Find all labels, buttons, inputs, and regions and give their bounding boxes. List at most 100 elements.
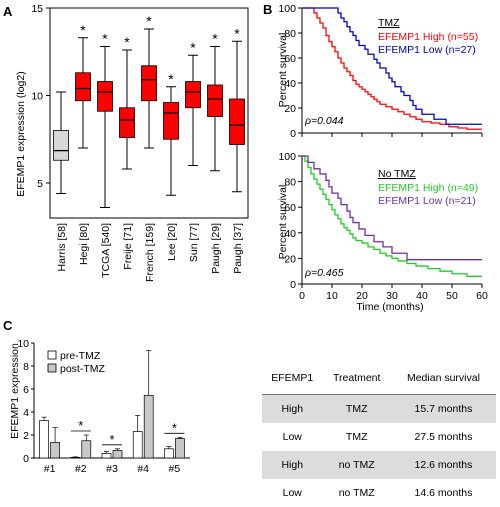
km-notmz-y-tick-label: 60: [284, 202, 296, 214]
km-notmz-chart: 0 20 40 60 80 100 0 10 20 30 40 50 60: [278, 151, 488, 302]
table-cell-treatment: TMZ: [322, 394, 391, 423]
km-tmz-y-tick-label: 60: [284, 53, 296, 65]
bar-y-axis-label: EFEMP1 expression: [9, 343, 21, 439]
table-header-row: EFEMP1 Treatment Median survival: [262, 362, 496, 395]
boxplot-category-label: Hegi [80]: [78, 223, 90, 265]
boxplot-category-label: Freije [71]: [122, 223, 134, 270]
boxplot-box: [97, 81, 113, 112]
boxplot-significance-star: *: [168, 71, 174, 87]
bar-pre-tmz: [70, 457, 81, 459]
bar-legend-post-label: post-TMZ: [60, 363, 106, 375]
boxplot-y-tick-label: 10: [31, 91, 43, 103]
boxplot-y-tick-label: 5: [37, 178, 43, 190]
km-tmz-title: TMZ: [378, 17, 400, 29]
km-tmz-y-tick-label: 20: [284, 103, 296, 115]
table-row: Low TMZ 27.5 months: [262, 423, 496, 451]
bar-y-tick-label: 0: [23, 453, 29, 465]
boxplot-significance-star: *: [80, 22, 86, 38]
km-tmz-chart: 0 20 40 60 80 100: [278, 3, 483, 140]
km-tmz-legend-high: EFEMP1 High (n=55): [378, 31, 478, 43]
table-cell-efemp1: Low: [282, 487, 302, 499]
bar-y-tick-label: 2: [23, 430, 29, 442]
panel-label-b: B: [263, 2, 272, 17]
table-cell-median: 15.7 months: [390, 394, 496, 423]
bar-category-label: #1: [44, 463, 56, 474]
boxplot-box: [53, 130, 69, 161]
boxplot-box: [119, 107, 135, 138]
bar-category-label: #3: [106, 463, 118, 474]
boxplot-category-label: Harris [58]: [56, 223, 68, 272]
km-notmz-pvalue: ρ=0.465: [304, 267, 344, 279]
figure-canvas: A B C 5 10 15 Harris [58] * Hegi [80] * TCGA [5…: [3, 2, 488, 474]
boxplot-box: [141, 65, 157, 102]
km-notmz-x-tick-label: 10: [326, 290, 338, 302]
bar-post-tmz: [112, 450, 123, 459]
km-notmz-x-tick-label: 20: [356, 290, 368, 302]
boxplot-significance-star: *: [212, 31, 218, 47]
bar-pre-tmz: [164, 448, 174, 459]
median-survival-table: EFEMP1 Treatment Median survival High TM…: [262, 362, 496, 507]
table-cell-treatment: no TMZ: [338, 487, 375, 499]
bar-y-tick-label: 10: [17, 338, 29, 350]
boxplot-box: [229, 98, 245, 145]
table-cell-treatment: TMZ: [345, 431, 368, 443]
bar-post-tmz: [143, 394, 154, 459]
boxplot-box: [207, 84, 223, 117]
boxplot-significance-star: *: [124, 34, 130, 50]
km-notmz-y-tick-label: 40: [284, 228, 296, 240]
km-tmz-y-tick-label: 100: [278, 3, 296, 15]
boxplot-significance-star: *: [234, 25, 240, 41]
km-tmz-y-tick-label: 0: [290, 128, 296, 140]
km-notmz-x-tick-label: 30: [386, 290, 398, 302]
boxplot-significance-star: *: [146, 13, 152, 29]
bar-significance-star: *: [78, 418, 83, 433]
bar-category-label: #4: [137, 463, 149, 474]
boxplot-category-label: Lee [20]: [166, 223, 178, 261]
boxplot-category-label: French [159]: [144, 223, 156, 282]
boxplot-box: [75, 72, 91, 102]
bar-post-tmz: [50, 442, 60, 459]
boxplot-category-label: Paugh [37]: [232, 223, 244, 274]
boxplot-category-label: TCGA [540]: [100, 223, 112, 278]
km-notmz-x-tick-label: 40: [416, 290, 428, 302]
bar-y-tick-label: 8: [23, 361, 29, 373]
table-cell-treatment: no TMZ: [322, 451, 391, 479]
km-notmz-x-tick-label: 0: [299, 290, 305, 302]
bar-category-label: #2: [75, 463, 87, 474]
table-header-efemp1: EFEMP1: [262, 362, 323, 395]
table-header-median: Median survival: [390, 362, 496, 395]
boxplot-chart: 5 10 15 Harris [58] * Hegi [80] * TCGA [540] * Fr…: [31, 3, 249, 282]
bar-y-tick-label: 6: [23, 384, 29, 396]
km-notmz-y-tick-label: 20: [284, 253, 296, 265]
km-notmz-legend-low: EFEMP1 Low (n=21): [378, 195, 476, 207]
km-notmz-series-line-high: [302, 155, 482, 277]
km-tmz-series-line-high: [302, 7, 482, 130]
table-cell-median: 14.6 months: [414, 487, 473, 499]
boxplot-box: [185, 81, 201, 109]
km-notmz-y-tick-label: 100: [278, 151, 296, 163]
table-cell-efemp1: High: [262, 451, 323, 479]
bar-legend-pre-label: pre-TMZ: [60, 350, 101, 362]
bar-post-tmz: [175, 438, 185, 459]
km-notmz-x-tick-label: 60: [476, 290, 488, 302]
km-tmz-legend-low: EFEMP1 Low (n=27): [378, 44, 476, 56]
table-cell-efemp1: High: [262, 394, 323, 423]
km-tmz-y-tick-label: 80: [284, 28, 296, 40]
boxplot-category-label: Sun [77]: [188, 223, 200, 262]
km-notmz-legend-high: EFEMP1 High (n=49): [378, 182, 478, 194]
table-row: Low no TMZ 14.6 months: [262, 479, 496, 507]
km-tmz-y-axis-label: Percent survival: [277, 33, 289, 108]
bar-post-tmz: [81, 440, 92, 459]
boxplot-y-tick-label: 15: [31, 3, 43, 15]
boxplot-category-label: Paugh [29]: [210, 223, 222, 274]
table-row: High TMZ 15.7 months: [262, 394, 496, 423]
panel-label-c: C: [3, 318, 13, 333]
boxplot-y-axis-label: EFEMP1 expression (log2): [15, 71, 27, 196]
km-notmz-y-tick-label: 80: [284, 177, 296, 189]
km-notmz-title: No TMZ: [378, 168, 416, 180]
bar-significance-star: *: [172, 420, 177, 435]
table-cell-median: 12.6 months: [390, 451, 496, 479]
bar-category-label: #5: [169, 463, 181, 474]
bar-pre-tmz: [132, 431, 143, 459]
km-tmz-y-tick-label: 40: [284, 78, 296, 90]
